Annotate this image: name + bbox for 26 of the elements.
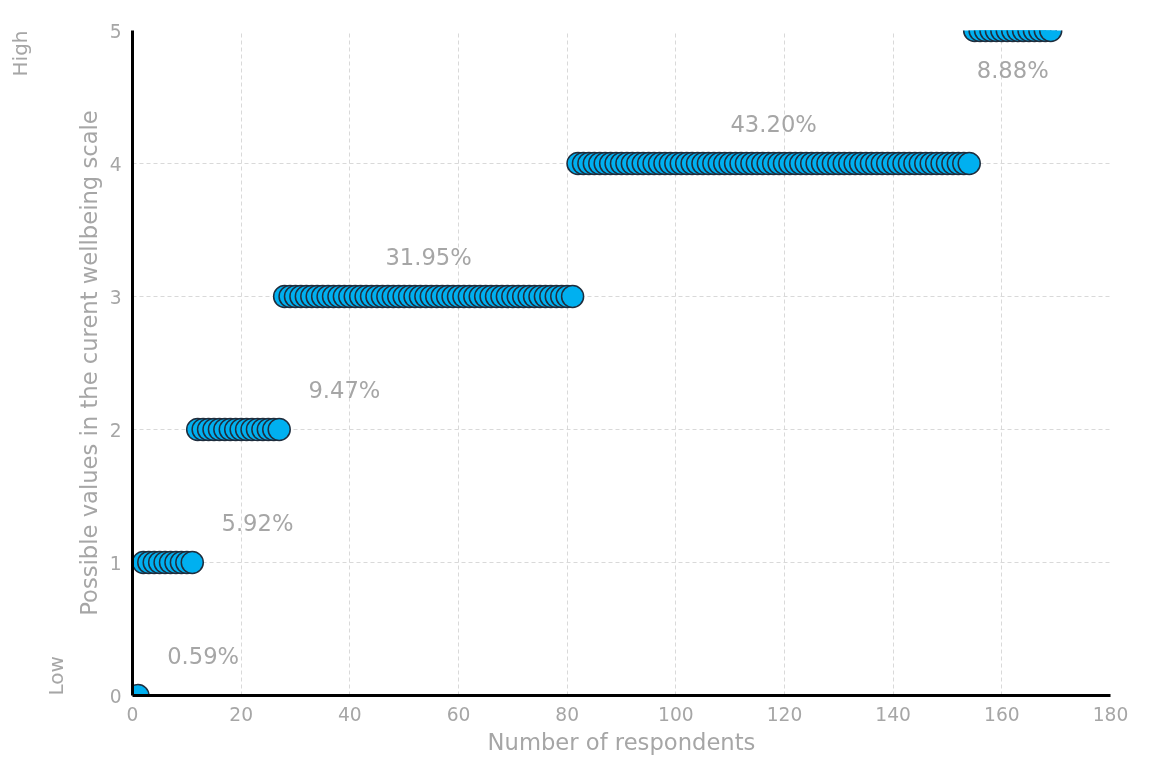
y-tick-label: 4 (109, 153, 122, 175)
x-tick-label: 100 (658, 703, 694, 725)
x-tick-label: 140 (875, 703, 911, 725)
x-tick-label: 160 (984, 703, 1020, 725)
x-tick-label: 180 (1092, 703, 1129, 725)
x-axis-title: Number of respondents (487, 728, 756, 755)
y-tick-label: 5 (109, 20, 122, 42)
x-tick-label: 20 (229, 703, 254, 725)
x-tick-label: 40 (337, 703, 362, 725)
annotation: 0.59% (167, 642, 240, 669)
text: High (7, 30, 32, 77)
annotation: 43.20% (730, 110, 817, 137)
x-tick-label: 80 (555, 703, 580, 725)
annotation: 5.92% (221, 509, 294, 536)
y-tick-label: 0 (109, 685, 122, 707)
annotation: 9.47% (308, 376, 381, 403)
annotation: 31.95% (385, 243, 472, 270)
y-tick-label: 3 (109, 286, 122, 308)
x-tick-label: 60 (446, 703, 471, 725)
text: Low (43, 656, 68, 696)
y-tick-label: 2 (109, 419, 122, 441)
y-axis-title: Possible values in the curent wellbeing scale (75, 110, 102, 616)
y-tick-label: 1 (109, 552, 122, 574)
x-tick-label: 0 (126, 703, 139, 725)
x-tick-label: 120 (766, 703, 803, 725)
annotation: 8.88% (976, 57, 1049, 84)
